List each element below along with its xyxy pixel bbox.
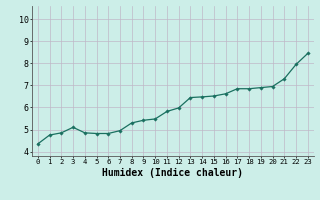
X-axis label: Humidex (Indice chaleur): Humidex (Indice chaleur) (102, 168, 243, 178)
